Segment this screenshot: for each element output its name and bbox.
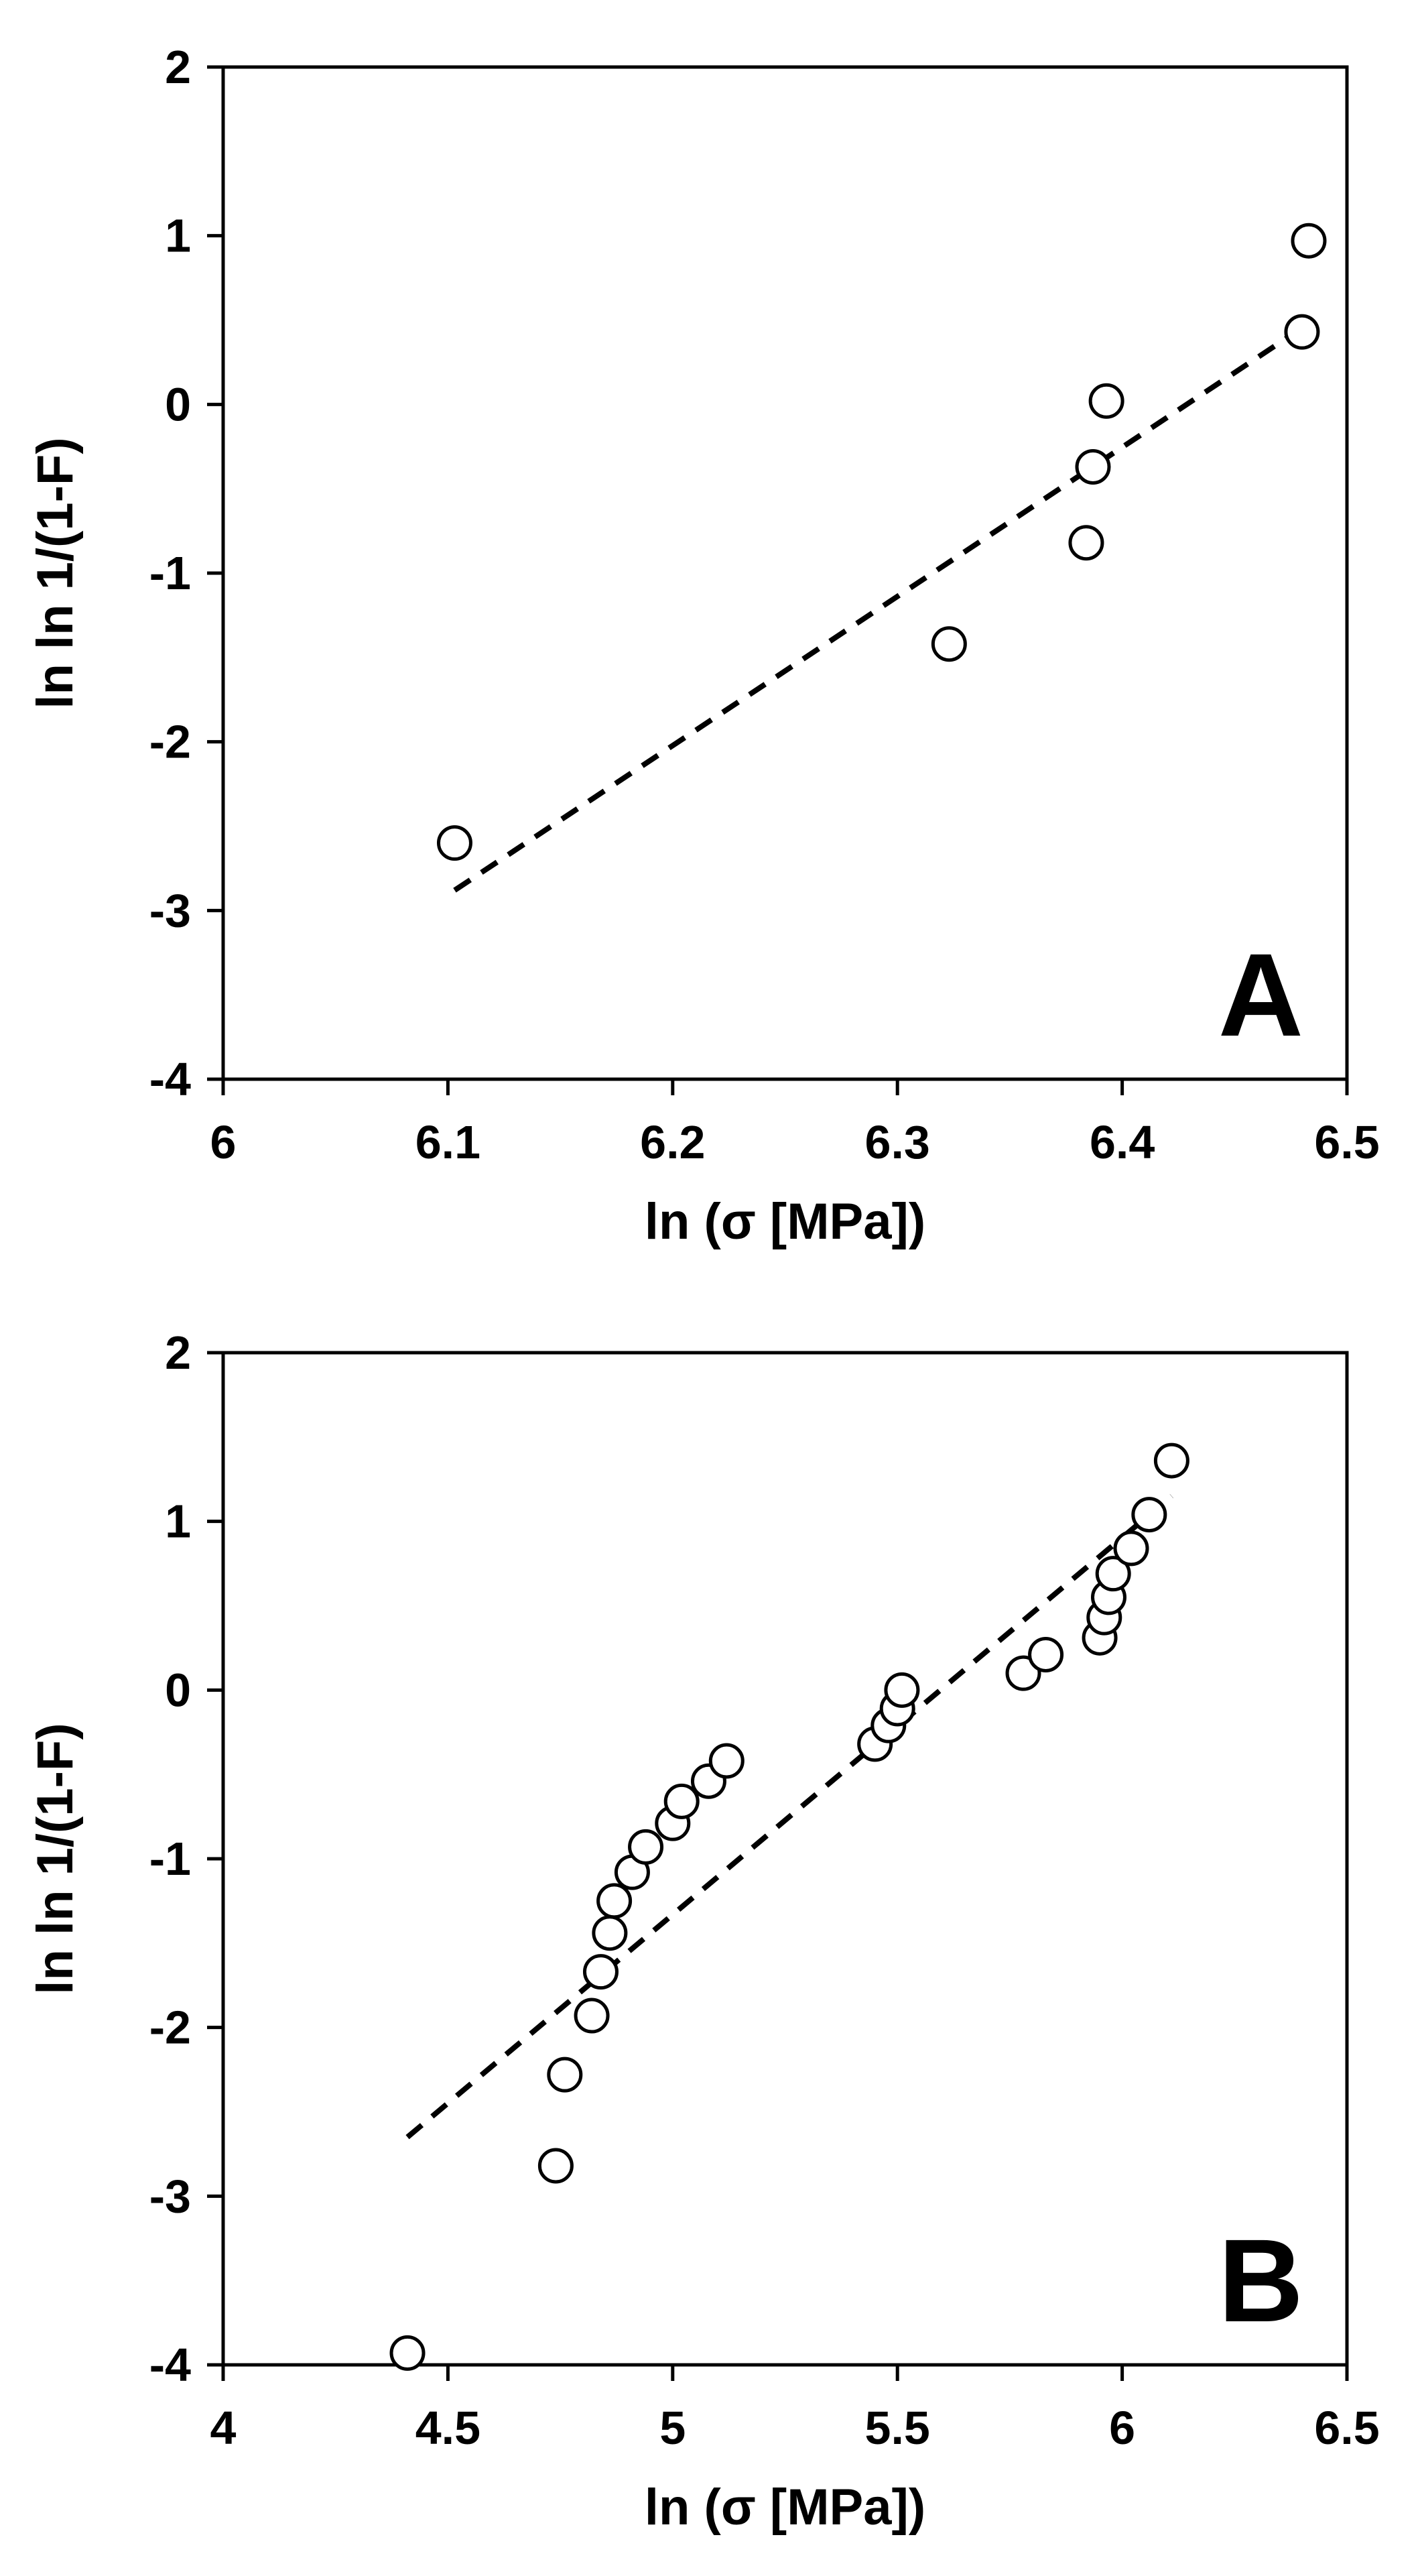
- panel-b-plot-frame: [221, 1351, 1349, 2367]
- panel-b-x-tick-label: 5.5: [865, 2402, 930, 2454]
- panel-b-data-point: [1131, 1497, 1167, 1533]
- panel-a-y-tick-label: 0: [165, 378, 191, 430]
- panel-b-x-tick-label: 4.5: [415, 2402, 480, 2454]
- panel-a-y-tick-label: 1: [165, 210, 191, 262]
- panel-b-y-tick-label: -1: [149, 1833, 191, 1885]
- panel-b-data-point: [547, 2057, 583, 2093]
- panel-a-x-tick-label: 6.5: [1314, 1116, 1379, 1168]
- panel-b-data-point: [1005, 1655, 1041, 1691]
- panel-a-fit-line: [453, 321, 1311, 893]
- panel-b-x-tick-label: 6.5: [1314, 2402, 1379, 2454]
- panel-b-data-point: [389, 2335, 426, 2371]
- panel-b-data-point: [582, 1954, 619, 1990]
- panel-b-data-point: [708, 1743, 745, 1779]
- panel-b-data-point: [663, 1783, 700, 1819]
- panel-a-y-tick-label: -4: [149, 1053, 191, 1105]
- panel-b-data-point: [596, 1883, 633, 1919]
- panel-a-x-tick-label: 6: [210, 1116, 237, 1168]
- panel-b-chart: -4 -3 -2 -1 0 1 2 4 4.5 5 5.5 6 6.5 ln (σ [MPa]) ln ln…: [27, 1327, 1380, 2536]
- panel-b-y-tick-label: -2: [149, 2002, 191, 2054]
- panel-b-x-tick-label: 4: [210, 2402, 237, 2454]
- panel-b-y-tick-label: 2: [165, 1327, 191, 1379]
- panel-a-x-tick-label: 6.1: [415, 1116, 480, 1168]
- panel-a-panel-letter: A: [1218, 930, 1303, 1061]
- panel-a-data-point: [1088, 383, 1124, 419]
- panel-a-data-point: [1291, 223, 1327, 259]
- panel-a-y-tick-label: 2: [165, 41, 191, 93]
- panel-a-x-tick-label: 6.4: [1090, 1116, 1155, 1168]
- panel-a-data-point: [1284, 314, 1320, 350]
- panel-a-plot-frame: [221, 65, 1349, 1081]
- panel-b-y-tick-label: 0: [165, 1664, 191, 1716]
- panel-a-x-tick-label: 6.3: [865, 1116, 930, 1168]
- panel-a-y-tick-label: -1: [149, 547, 191, 599]
- panel-a-x-axis-label: ln (σ [MPa]): [645, 1193, 925, 1250]
- panel-a-y-tick-label: -3: [149, 884, 191, 936]
- panel-a-data-point: [436, 825, 472, 861]
- panel-b-y-axis-label: ln ln 1/(1-F): [27, 1723, 84, 1994]
- panel-b-x-axis-label: ln (σ [MPa]): [645, 2479, 925, 2536]
- panel-a-data-point: [1068, 525, 1104, 561]
- panel-a-data-point: [931, 626, 967, 662]
- panel-b-data-point: [628, 1829, 664, 1865]
- panel-b-panel-letter: B: [1218, 2215, 1303, 2347]
- panel-a-y-axis-label: ln ln 1/(1-F): [27, 437, 84, 709]
- panel-b-data-point: [1095, 1556, 1131, 1592]
- panel-b-x-tick-label: 5: [659, 2402, 686, 2454]
- panel-b-data-point: [592, 1915, 628, 1951]
- panel-a-chart: -4 -3 -2 -1 0 1 2 6 6.1 6.2 6.3 6.4 6.5 ln (σ [MPa]) l…: [27, 41, 1380, 1250]
- panel-a-x-tick-label: 6.2: [640, 1116, 705, 1168]
- panel-b-data-point: [574, 1998, 610, 2034]
- panel-b-y-tick-label: 1: [165, 1495, 191, 1548]
- panel-b-data-point: [537, 2148, 574, 2184]
- panel-a-y-tick-label: -2: [149, 716, 191, 768]
- panel-b-data-point: [884, 1672, 920, 1708]
- panel-a-data-point: [1075, 448, 1111, 485]
- panel-b-data-point: [1028, 1636, 1064, 1672]
- panel-b-fit-line: [405, 1493, 1173, 2140]
- panel-b-data-point: [1153, 1443, 1189, 1479]
- panel-b-y-tick-label: -3: [149, 2170, 191, 2222]
- panel-b-y-tick-label: -4: [149, 2339, 191, 2391]
- panel-b-x-tick-label: 6: [1109, 2402, 1135, 2454]
- panel-b-data-point: [1113, 1530, 1149, 1567]
